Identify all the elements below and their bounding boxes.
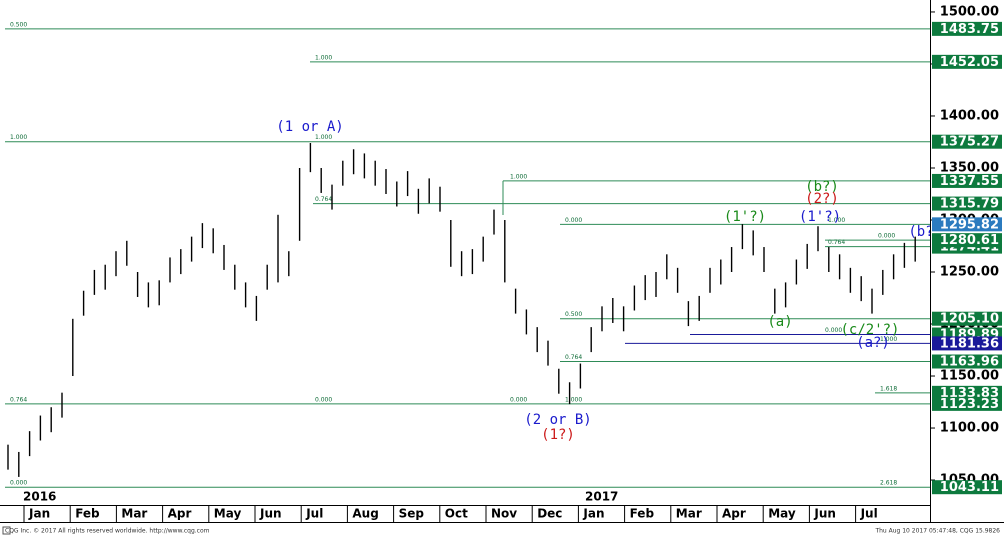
wave-label: (b? [908, 224, 933, 240]
wave-label: (1 or A) [276, 119, 343, 135]
x-tick-label: Mar [676, 507, 702, 521]
price-box-label: 1163.96 [940, 354, 999, 369]
wave-label: (1'?) [724, 209, 766, 225]
fib-ratio: 0.000 [825, 327, 842, 334]
fib-ratio: 0.000 [878, 233, 895, 240]
fib-ratio: 1.000 [880, 336, 897, 343]
wave-label: (2 or B) [524, 412, 591, 428]
price-box [932, 134, 1002, 149]
price-box-label: 1337.55 [940, 174, 999, 189]
price-box [932, 480, 1002, 495]
price-box [932, 217, 1002, 232]
y-tick-label: 1400.00 [940, 108, 999, 123]
footer-right: Thu Aug 10 2017 05:47:48, CQG 15.9826 [874, 528, 1000, 535]
wave-label: (c/2'?) [840, 322, 899, 338]
price-box [932, 173, 1002, 188]
y-tick-label: 1250.00 [940, 265, 999, 280]
x-tick-label: Aug [352, 507, 378, 521]
fib-ratio: 1.000 [315, 134, 332, 141]
x-tick-label: Oct [445, 507, 468, 521]
y-tick-label: 1350.00 [940, 160, 999, 175]
y-tick-label: 1500.00 [940, 4, 999, 19]
x-tick-label: Feb [630, 507, 655, 521]
fib-ratio: 2.618 [880, 480, 897, 487]
fib-ratio: 1.000 [315, 54, 332, 61]
year-label: 2016 [23, 490, 56, 504]
wave-label: (a) [767, 314, 792, 330]
price-box [932, 354, 1002, 369]
wave-label: (1?) [541, 427, 575, 443]
x-tick-label: Jun [259, 507, 282, 521]
plot-area: 2016 2017 0.500 1.000 1.000 1.000 1.000 0.764 0.… [5, 21, 933, 504]
price-box [932, 385, 1002, 400]
x-tick-label: Jun [813, 507, 836, 521]
footer-left: CQG Inc. © 2017 All rights reserved worl… [5, 528, 210, 535]
x-tick-label: Sep [399, 507, 425, 521]
price-box-label: 1452.05 [940, 55, 999, 70]
fib-ratio: 0.764 [828, 239, 845, 246]
fib-ratio: 1.618 [880, 385, 897, 392]
price-box [932, 336, 1002, 351]
corner-icon [2, 526, 11, 535]
fib-ratio: 1.000 [828, 217, 845, 224]
price-box [932, 311, 1002, 326]
fib-ratio: 1.000 [510, 173, 527, 180]
y-tick-label: 1100.00 [940, 421, 999, 436]
fib-ratio: 0.000 [510, 396, 527, 403]
x-tick-label: Mar [121, 507, 147, 521]
x-tick-label: Feb [75, 507, 100, 521]
price-box-label: 1181.36 [940, 336, 999, 351]
year-label: 2017 [585, 490, 618, 504]
x-tick-label: May [214, 507, 242, 521]
price-box [932, 21, 1002, 36]
y-tick-label: 1150.00 [940, 369, 999, 384]
fib-ratio: 0.000 [565, 217, 582, 224]
fib-ratio: 0.000 [315, 396, 332, 403]
fib-ratio: 1.000 [10, 134, 27, 141]
fib-ratio: 0.500 [10, 21, 27, 28]
fib-ratio: 0.764 [10, 396, 27, 403]
fib-ratio: 0.000 [10, 480, 27, 487]
price-box-label: 1205.10 [940, 312, 999, 327]
fib-ratio: 0.764 [565, 354, 582, 361]
price-box-label: 1280.61 [940, 233, 999, 248]
x-tick-label: May [768, 507, 796, 521]
price-box [932, 196, 1002, 211]
price-box-label: 1483.75 [940, 22, 999, 37]
x-tick-label: Jan [582, 507, 604, 521]
wave-label: (a?) [856, 335, 890, 351]
price-box [932, 54, 1002, 69]
x-tick-label: Jul [305, 507, 323, 521]
x-tick-label: Jan [28, 507, 50, 521]
wave-label: (1'?) [799, 209, 841, 225]
price-box-label: 1043.11 [940, 480, 999, 495]
price-box-label: 1123.23 [940, 397, 999, 412]
fib-ratio: 0.500 [565, 311, 582, 318]
x-tick-label: Apr [168, 507, 192, 521]
price-box-label: 1295.82 [940, 217, 999, 232]
x-tick-label: Dec [537, 507, 562, 521]
x-tick-label: Nov [491, 507, 517, 521]
wave-label: (b?) [805, 179, 839, 195]
x-tick-label: Jul [860, 507, 878, 521]
fib-ratio: 0.764 [315, 196, 332, 203]
wave-label: (2?) [805, 191, 839, 207]
price-box [932, 396, 1002, 411]
price-box-label: 1315.79 [940, 197, 999, 212]
price-box [932, 233, 1002, 248]
price-box-label: 1375.27 [940, 135, 999, 150]
x-tick-label: Apr [722, 507, 746, 521]
fib-ratio: 1.000 [565, 396, 582, 403]
